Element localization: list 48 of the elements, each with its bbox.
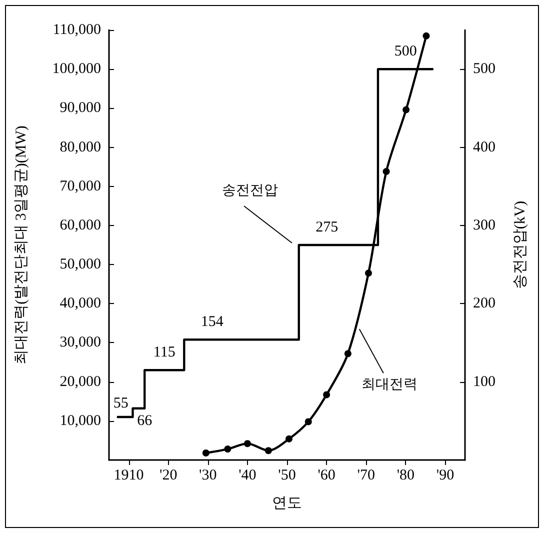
data-label: 500 — [394, 44, 417, 60]
data-label: 275 — [316, 220, 338, 236]
y-tick-label: 110,000 — [52, 22, 101, 38]
y-tick-label: 70,000 — [60, 178, 101, 194]
point — [202, 449, 210, 456]
x-axis-title: 연도 — [272, 496, 302, 512]
y2-tick-label: 100 — [473, 374, 496, 390]
x-tick-label: '40 — [238, 468, 256, 484]
y2-tick-label: 500 — [473, 61, 496, 78]
x-tick-label: '70 — [357, 468, 375, 484]
data-label: 66 — [137, 412, 153, 429]
y2-axis-title: 송전전압(kV) — [512, 200, 528, 290]
point — [382, 168, 390, 176]
annotation: 송전전압 — [222, 184, 278, 198]
y2-tick-label: 300 — [473, 217, 496, 234]
point — [304, 418, 312, 426]
y-tick-label: 60,000 — [60, 217, 101, 234]
y-axis-title: 최대전력(발전단최대 3일평균)(MW) — [14, 126, 30, 364]
y-tick-label: 40,000 — [60, 296, 101, 312]
point — [422, 32, 430, 40]
x-tick-label: '20 — [159, 468, 178, 484]
point — [244, 440, 251, 448]
x-tick-label: '30 — [199, 468, 217, 484]
point — [323, 391, 330, 398]
point — [344, 350, 352, 358]
data-label: 115 — [153, 344, 176, 361]
data-label: 154 — [200, 314, 224, 330]
x-tick-label: '80 — [396, 468, 415, 484]
y-tick-label: 100,000 — [52, 61, 101, 78]
y-tick-label: 80,000 — [60, 139, 101, 156]
y2-tick-label: 400 — [473, 139, 496, 156]
x-tick-label: '50 — [278, 468, 296, 484]
y-tick-label: 20,000 — [60, 374, 101, 390]
y-tick-label: 90,000 — [60, 100, 101, 116]
y-tick-label: 50,000 — [60, 256, 101, 273]
point — [285, 435, 292, 442]
point — [402, 106, 410, 114]
point — [224, 446, 232, 453]
y2-tick-label: 200 — [473, 296, 496, 312]
x-tick-label: '60 — [318, 468, 336, 484]
x-tick-label: '90 — [436, 468, 454, 484]
point — [264, 447, 272, 454]
y-tick-label: 30,000 — [60, 334, 101, 351]
x-tick-label: 1910 — [114, 468, 144, 484]
data-label: 55 — [113, 396, 128, 412]
y-tick-label: 10,000 — [60, 412, 101, 429]
point — [364, 270, 372, 277]
annotation: 최대전력 — [361, 378, 418, 393]
